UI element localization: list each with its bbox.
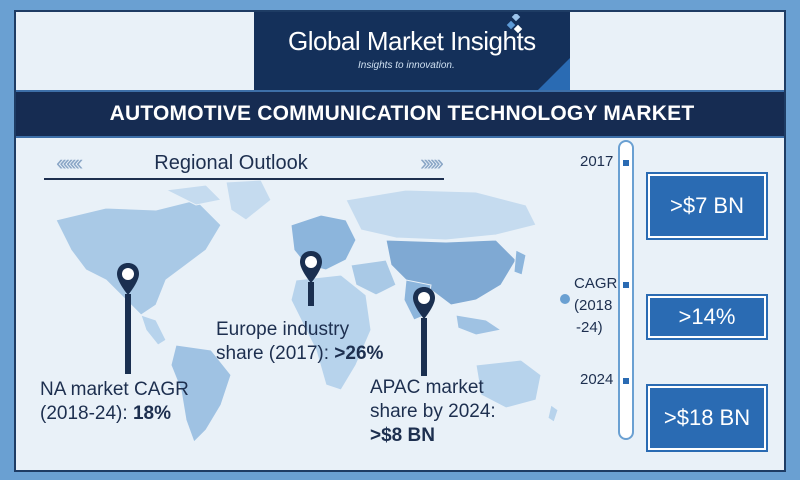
- value-box-2024: >$18 BN: [648, 386, 766, 450]
- section-label: Regional Outlook: [154, 152, 308, 174]
- apac-annotation: APAC market share by 2024: >$8 BN: [370, 376, 496, 448]
- apac-line2: share by 2024:: [370, 401, 496, 422]
- timeline-marker-2017: [623, 160, 629, 166]
- logo-corner-accent: [536, 58, 570, 92]
- apac-line3: >$8 BN: [370, 424, 496, 448]
- brand-name: Global Market Insights: [288, 26, 536, 56]
- location-pin-icon: [117, 263, 139, 295]
- logo-diamond-icon: [506, 14, 523, 34]
- timeline-cagr-period-2: -24): [576, 319, 603, 336]
- timeline-year-2024: 2024: [580, 371, 614, 388]
- europe-line2-label: share (2017):: [216, 343, 335, 364]
- timeline-marker-2024: [623, 378, 629, 384]
- na-pin-stem: [125, 294, 131, 374]
- europe-pin-stem: [308, 282, 314, 306]
- section-underline: [44, 178, 444, 180]
- infographic-panel: Global Market Insights Insights to innov…: [14, 10, 786, 472]
- na-cagr-value: 18%: [132, 403, 171, 424]
- timeline-year-2017: 2017: [580, 153, 614, 170]
- page-title: AUTOMOTIVE COMMUNICATION TECHNOLOGY MARK…: [109, 102, 695, 125]
- timeline-bullet: [560, 294, 570, 304]
- title-bar: AUTOMOTIVE COMMUNICATION TECHNOLOGY MARK…: [16, 90, 784, 138]
- location-pin-icon: [413, 287, 435, 319]
- apac-share-value: >$8 BN: [370, 425, 435, 446]
- na-line2-label: (2018-24):: [40, 403, 133, 424]
- europe-line1: Europe industry: [216, 319, 350, 340]
- timeline-marker-cagr: [623, 282, 629, 288]
- na-line2: (2018-24): 18%: [40, 402, 189, 426]
- na-line1: NA market CAGR: [40, 379, 189, 400]
- apac-line1: APAC market: [370, 377, 484, 398]
- chevron-left-icon: ‹‹‹‹‹‹‹: [56, 150, 83, 175]
- europe-line2: share (2017): >26%: [216, 342, 383, 366]
- chevron-right-icon: ››››››: [420, 150, 444, 175]
- location-pin-icon: [300, 251, 322, 283]
- apac-pin-stem: [421, 318, 427, 376]
- value-box-2017: >$7 BN: [648, 174, 766, 238]
- brand-tagline: Insights to innovation.: [358, 60, 455, 71]
- europe-share-value: >26%: [334, 343, 384, 364]
- timeline-cagr-label: CAGR: [574, 275, 618, 292]
- na-annotation: NA market CAGR (2018-24): 18%: [40, 378, 189, 426]
- europe-annotation: Europe industry share (2017): >26%: [216, 318, 383, 366]
- timeline-track: [618, 140, 634, 440]
- timeline-cagr-period-1: (2018: [574, 297, 613, 314]
- value-box-cagr: >14%: [648, 296, 766, 338]
- brand-logo-block: Global Market Insights Insights to innov…: [254, 12, 570, 92]
